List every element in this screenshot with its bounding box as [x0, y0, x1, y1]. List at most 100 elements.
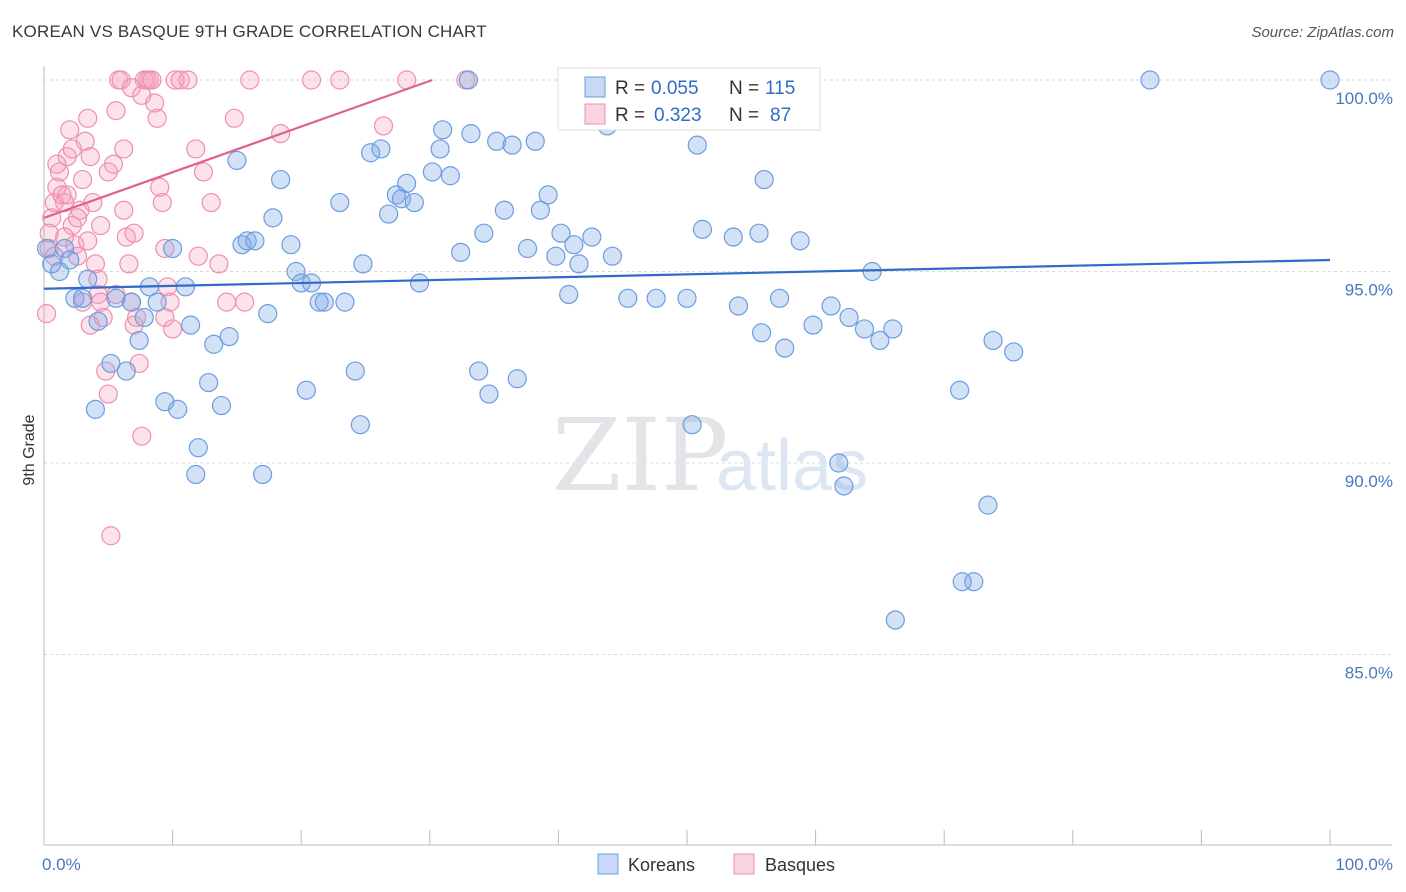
basque-point-66 — [62, 139, 82, 159]
basque-point-54 — [193, 162, 214, 182]
korean-point-103 — [870, 330, 890, 351]
korean-point-62 — [469, 361, 489, 381]
korean-point-32 — [258, 304, 278, 324]
basque-point-72 — [121, 78, 142, 98]
korean-point-91 — [751, 323, 772, 343]
basque-point-37 — [132, 426, 152, 446]
korean-point-46 — [350, 415, 370, 435]
korean-point-101 — [854, 319, 875, 339]
korean-point-88 — [723, 227, 743, 247]
korean-point-52 — [391, 189, 412, 209]
korean-point-81 — [602, 246, 623, 266]
korean-point-63 — [474, 223, 494, 243]
korean-point-77 — [569, 254, 589, 274]
basque-point-34 — [124, 315, 144, 335]
korean-point-13 — [129, 330, 149, 351]
basque-point-74 — [155, 307, 175, 328]
korean-point-3 — [60, 250, 80, 270]
basque-point-60 — [301, 70, 322, 90]
bottom-legend-basques: Basques — [765, 855, 835, 875]
korean-point-78 — [582, 227, 602, 247]
basque-point-76 — [235, 292, 255, 312]
basque-point-82 — [67, 208, 88, 228]
korean-point-69 — [517, 238, 538, 259]
korean-point-67 — [502, 135, 522, 155]
korean-point-96 — [803, 315, 823, 335]
korean-point-100 — [839, 307, 859, 328]
korean-point-72 — [538, 185, 558, 205]
korean-point-34 — [263, 208, 283, 228]
korean-point-105 — [885, 610, 905, 630]
korean-point-19 — [168, 399, 188, 419]
basque-point-64 — [44, 246, 64, 266]
legend-r-label-korean: R = — [615, 78, 645, 99]
korean-point-87 — [692, 219, 713, 239]
korean-point-20 — [175, 277, 196, 297]
korean-point-82 — [618, 288, 638, 308]
basque-point-79 — [39, 223, 59, 243]
bottom-legend-koreans: Koreans — [628, 855, 695, 875]
korean-point-56 — [422, 162, 442, 182]
basque-point-43 — [147, 108, 167, 128]
basque-point-30 — [114, 200, 134, 220]
basque-point-80 — [47, 154, 67, 174]
legend-r-value-korean: 0.055 — [651, 78, 699, 99]
korean-point-70 — [525, 131, 545, 151]
korean-point-112 — [1140, 70, 1160, 90]
basque-point-44 — [150, 177, 170, 197]
korean-point-27 — [219, 327, 239, 347]
stats-legend: R = 0.055 N = 115 R = 0.323 N = 87 — [557, 67, 821, 131]
series-legend: Koreans Basques — [597, 853, 835, 875]
korean-point-98 — [829, 453, 849, 473]
basque-point-61 — [330, 70, 350, 90]
korean-point-97 — [821, 296, 841, 316]
y-tick-label-1: 90.0% — [1345, 472, 1393, 491]
korean-point-94 — [775, 338, 795, 358]
korean-point-55 — [409, 273, 430, 293]
korean-point-0 — [42, 254, 62, 274]
basque-point-11 — [65, 235, 85, 255]
basque-point-58 — [224, 108, 244, 128]
basque-point-55 — [201, 192, 221, 213]
basque-point-19 — [85, 254, 106, 274]
korean-point-35 — [271, 169, 291, 190]
korean-point-31 — [245, 231, 265, 251]
korean-point-106 — [950, 380, 970, 400]
basque-point-53 — [186, 139, 206, 159]
basque-point-56 — [209, 254, 229, 274]
basque-point-51 — [170, 70, 190, 90]
basque-point-86 — [124, 223, 144, 243]
korean-point-21 — [181, 315, 201, 335]
korean-point-61 — [461, 124, 481, 144]
korean-point-42 — [314, 292, 334, 312]
korean-point-28 — [227, 150, 247, 171]
x-tick-label-0: 0.0% — [42, 855, 81, 874]
korean-point-113 — [1320, 70, 1340, 90]
korean-point-7 — [85, 399, 106, 419]
korean-point-39 — [296, 380, 316, 400]
bottom-legend-swatch-basques — [733, 853, 755, 875]
legend-n-label-basque: N = — [729, 105, 759, 126]
basque-point-52 — [178, 70, 198, 90]
basque-point-65 — [54, 227, 75, 247]
basque-point-83 — [78, 231, 98, 251]
korean-point-12 — [121, 292, 142, 312]
korean-point-110 — [983, 330, 1003, 351]
basque-point-57 — [217, 292, 237, 312]
legend-swatch-korean — [584, 76, 606, 98]
korean-point-107 — [964, 572, 984, 592]
korean-point-11 — [116, 361, 136, 381]
legend-r-label-basque: R = — [615, 105, 645, 126]
korean-point-66 — [494, 200, 514, 220]
legend-r-value-basque: 0.323 — [654, 105, 702, 126]
korean-point-8 — [88, 311, 108, 331]
source-label: Source: ZipAtlas.com — [1251, 24, 1394, 41]
korean-point-114 — [36, 238, 57, 259]
basque-point-81 — [57, 185, 77, 205]
korean-point-108 — [952, 572, 972, 592]
korean-point-59 — [440, 166, 460, 186]
watermark-atlas: atlas — [716, 426, 868, 506]
korean-point-24 — [199, 372, 219, 393]
watermark-zip: ZIP — [552, 397, 728, 514]
